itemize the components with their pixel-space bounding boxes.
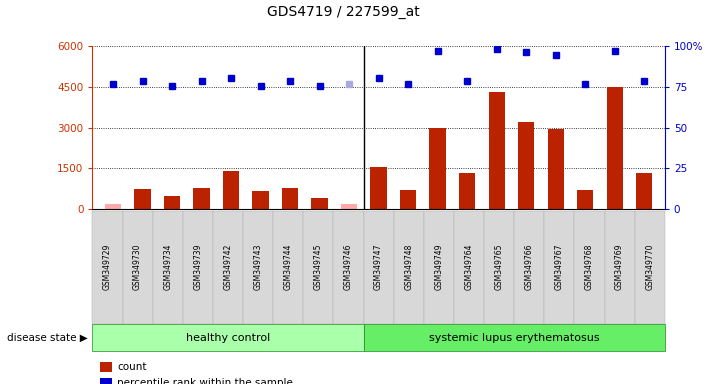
Text: GSM349729: GSM349729	[103, 244, 112, 290]
Text: GSM349744: GSM349744	[284, 243, 293, 290]
Text: GSM349734: GSM349734	[164, 243, 172, 290]
Text: GSM349730: GSM349730	[133, 243, 142, 290]
Bar	[282, 188, 298, 209]
Text: GSM349739: GSM349739	[193, 243, 203, 290]
Text: percentile rank within the sample: percentile rank within the sample	[117, 378, 293, 384]
Text: systemic lupus erythematosus: systemic lupus erythematosus	[429, 333, 599, 343]
Bar	[488, 92, 505, 209]
Text: GSM349742: GSM349742	[223, 244, 232, 290]
Bar	[311, 198, 328, 209]
Text: count: count	[117, 362, 146, 372]
Text: GSM349765: GSM349765	[495, 243, 503, 290]
Text: GSM349745: GSM349745	[314, 243, 323, 290]
Bar	[577, 190, 593, 209]
Text: GSM349749: GSM349749	[434, 243, 444, 290]
Bar	[606, 88, 623, 209]
Text: GSM349747: GSM349747	[374, 243, 383, 290]
Text: disease state ▶: disease state ▶	[7, 333, 88, 343]
Text: GSM349743: GSM349743	[254, 243, 262, 290]
Text: GSM349748: GSM349748	[405, 244, 413, 290]
Text: GSM349768: GSM349768	[585, 244, 594, 290]
Text: GSM349769: GSM349769	[615, 243, 624, 290]
Bar	[223, 171, 239, 209]
Bar	[164, 196, 180, 209]
Bar	[105, 204, 121, 209]
Text: healthy control: healthy control	[186, 333, 270, 343]
Text: GSM349767: GSM349767	[555, 243, 564, 290]
Bar	[518, 122, 534, 209]
Bar	[341, 204, 357, 209]
Bar	[134, 189, 151, 209]
Bar	[252, 191, 269, 209]
Bar	[459, 174, 475, 209]
Text: GDS4719 / 227599_at: GDS4719 / 227599_at	[267, 5, 419, 19]
Text: GSM349766: GSM349766	[525, 243, 534, 290]
Text: GSM349770: GSM349770	[645, 243, 654, 290]
Bar	[370, 167, 387, 209]
Bar	[429, 128, 446, 209]
Bar	[547, 129, 564, 209]
Bar	[636, 173, 652, 209]
Text: GSM349746: GSM349746	[344, 243, 353, 290]
Bar	[400, 190, 416, 209]
Bar	[193, 187, 210, 209]
Text: GSM349764: GSM349764	[464, 243, 474, 290]
